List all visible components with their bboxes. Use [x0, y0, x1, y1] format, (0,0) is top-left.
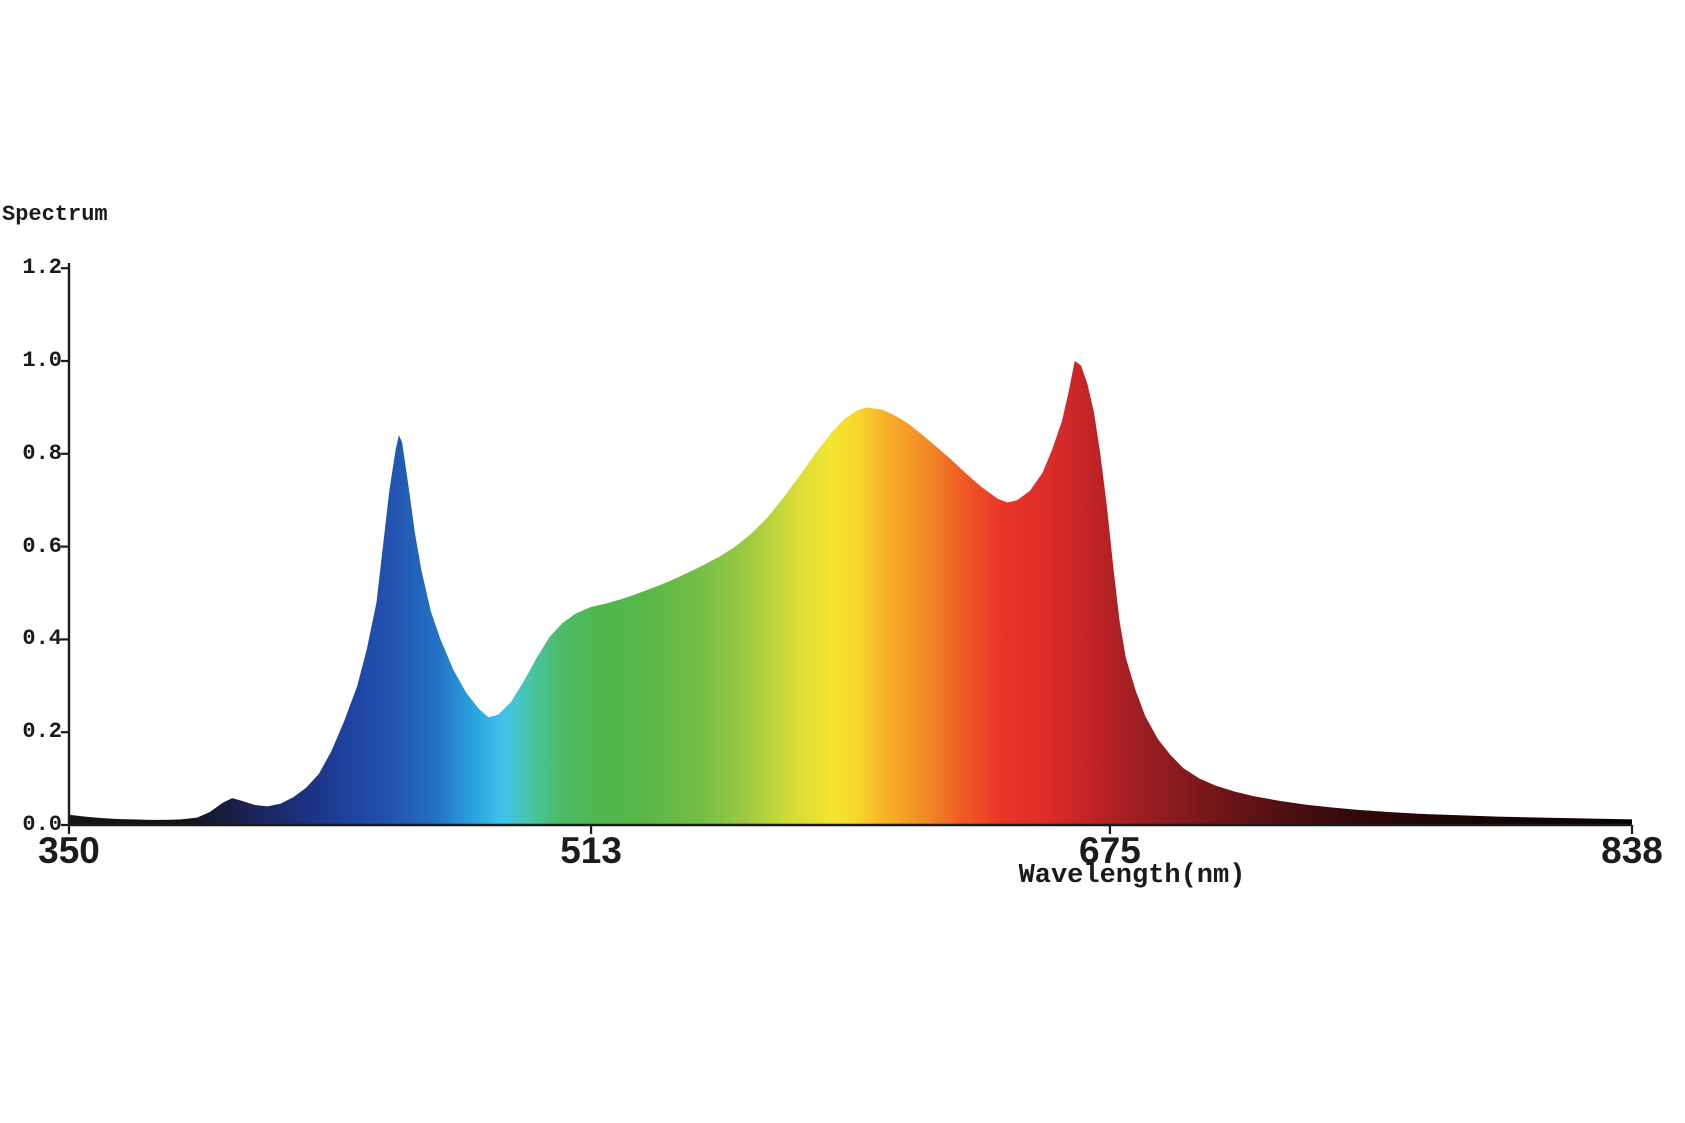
chart-title: Spectrum [2, 202, 108, 227]
y-tick-label: 0.2 [22, 719, 62, 745]
y-tick-label: 0.4 [22, 626, 62, 652]
x-tick-label: 838 [1601, 830, 1663, 871]
x-tick-label: 513 [560, 830, 622, 871]
x-tick-label: 350 [38, 830, 100, 871]
spectrum-area-series [69, 361, 1632, 825]
y-tick-label: 1.2 [22, 255, 62, 281]
x-axis-title: Wavelength(nm) [1018, 861, 1246, 891]
y-tick-label: 0.0 [22, 812, 62, 837]
x-tick-label: 675 [1079, 830, 1141, 871]
y-tick-label: 0.6 [22, 533, 62, 559]
y-tick-label: 0.8 [22, 440, 62, 466]
y-tick-label: 1.0 [22, 348, 62, 373]
